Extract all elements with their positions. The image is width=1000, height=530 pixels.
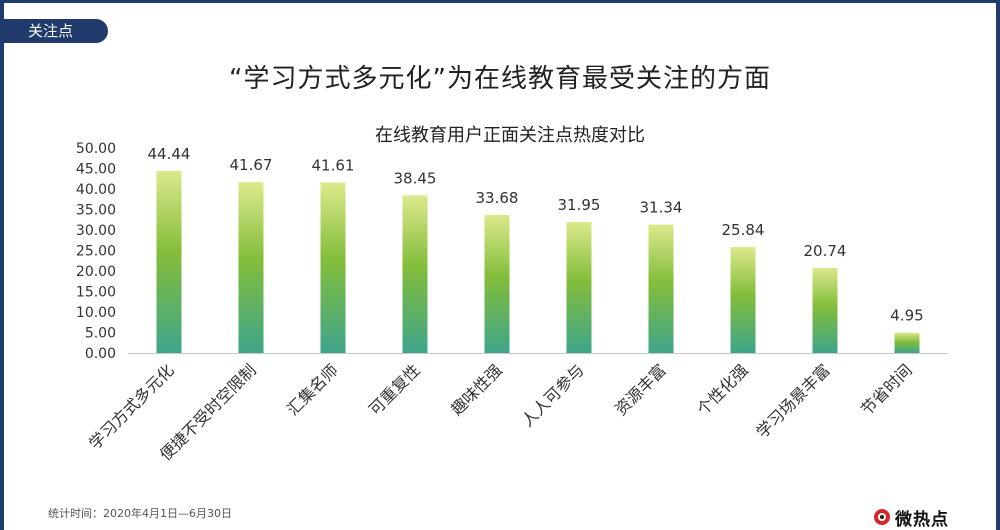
logo-eye-icon bbox=[874, 509, 890, 525]
y-tick-label: 10.00 bbox=[76, 305, 116, 321]
y-tick-label: 15.00 bbox=[76, 285, 116, 301]
y-axis: 0.00 5.00 10.00 15.00 20.00 25.00 30.00 35.00 40… bbox=[76, 141, 116, 362]
bar bbox=[894, 332, 920, 353]
bar bbox=[402, 195, 428, 353]
bar-value-label: 31.95 bbox=[558, 196, 601, 214]
x-tick-label: 可重复性 bbox=[365, 360, 424, 419]
bar bbox=[238, 182, 264, 353]
y-tick-label: 40.00 bbox=[76, 182, 116, 198]
bar-value-label: 44.44 bbox=[148, 145, 191, 163]
y-tick-label: 0.00 bbox=[85, 346, 116, 362]
y-tick-label: 25.00 bbox=[76, 244, 116, 260]
y-tick-label: 20.00 bbox=[76, 264, 116, 280]
bar-value-label: 38.45 bbox=[394, 169, 437, 187]
y-tick-label: 50.00 bbox=[76, 141, 116, 157]
x-tick-label: 人人可参与 bbox=[518, 360, 588, 430]
bar bbox=[566, 222, 592, 353]
bar bbox=[812, 267, 838, 353]
section-tag: 关注点 bbox=[4, 19, 108, 43]
chart-title: 在线教育用户正面关注点热度对比 bbox=[375, 125, 645, 146]
y-tick-label: 45.00 bbox=[76, 162, 116, 178]
brand-logo: 微热点 bbox=[872, 506, 949, 530]
bar bbox=[648, 224, 674, 353]
y-tick-label: 35.00 bbox=[76, 203, 116, 219]
bar bbox=[730, 247, 756, 353]
logo-text: 微热点 bbox=[895, 509, 949, 530]
bar bbox=[156, 170, 182, 353]
bar-value-label: 41.61 bbox=[312, 156, 355, 174]
bar bbox=[320, 182, 346, 353]
page-title: “学习方式多元化”为在线教育最受关注的方面 bbox=[229, 64, 771, 94]
x-tick-label: 学习场景丰富 bbox=[753, 360, 834, 441]
bar-value-label: 25.84 bbox=[722, 221, 765, 239]
x-tick-label: 趣味性强 bbox=[447, 360, 506, 419]
bar-value-label: 31.34 bbox=[640, 199, 683, 217]
y-tick-label: 5.00 bbox=[85, 326, 116, 342]
x-tick-label: 学习方式多元化 bbox=[85, 360, 178, 453]
x-tick-label: 个性化强 bbox=[693, 360, 752, 419]
bar bbox=[484, 214, 510, 353]
bar-value-label: 33.68 bbox=[476, 189, 519, 207]
statistics-period-note: 统计时间：2020年4月1日—6月30日 bbox=[48, 507, 232, 520]
x-tick-label: 资源丰富 bbox=[611, 360, 670, 419]
value-labels-group: 44.44 41.67 41.61 38.45 33.68 31.95 31.34 25.84… bbox=[148, 145, 924, 325]
bar-value-label: 4.95 bbox=[890, 307, 923, 325]
bars-group bbox=[156, 170, 920, 353]
y-tick-label: 30.00 bbox=[76, 223, 116, 239]
bar-value-label: 41.67 bbox=[230, 156, 273, 174]
x-tick-label: 节省时间 bbox=[857, 360, 916, 419]
bar-value-label: 20.74 bbox=[804, 242, 847, 260]
x-tick-label: 汇集名师 bbox=[283, 360, 342, 419]
